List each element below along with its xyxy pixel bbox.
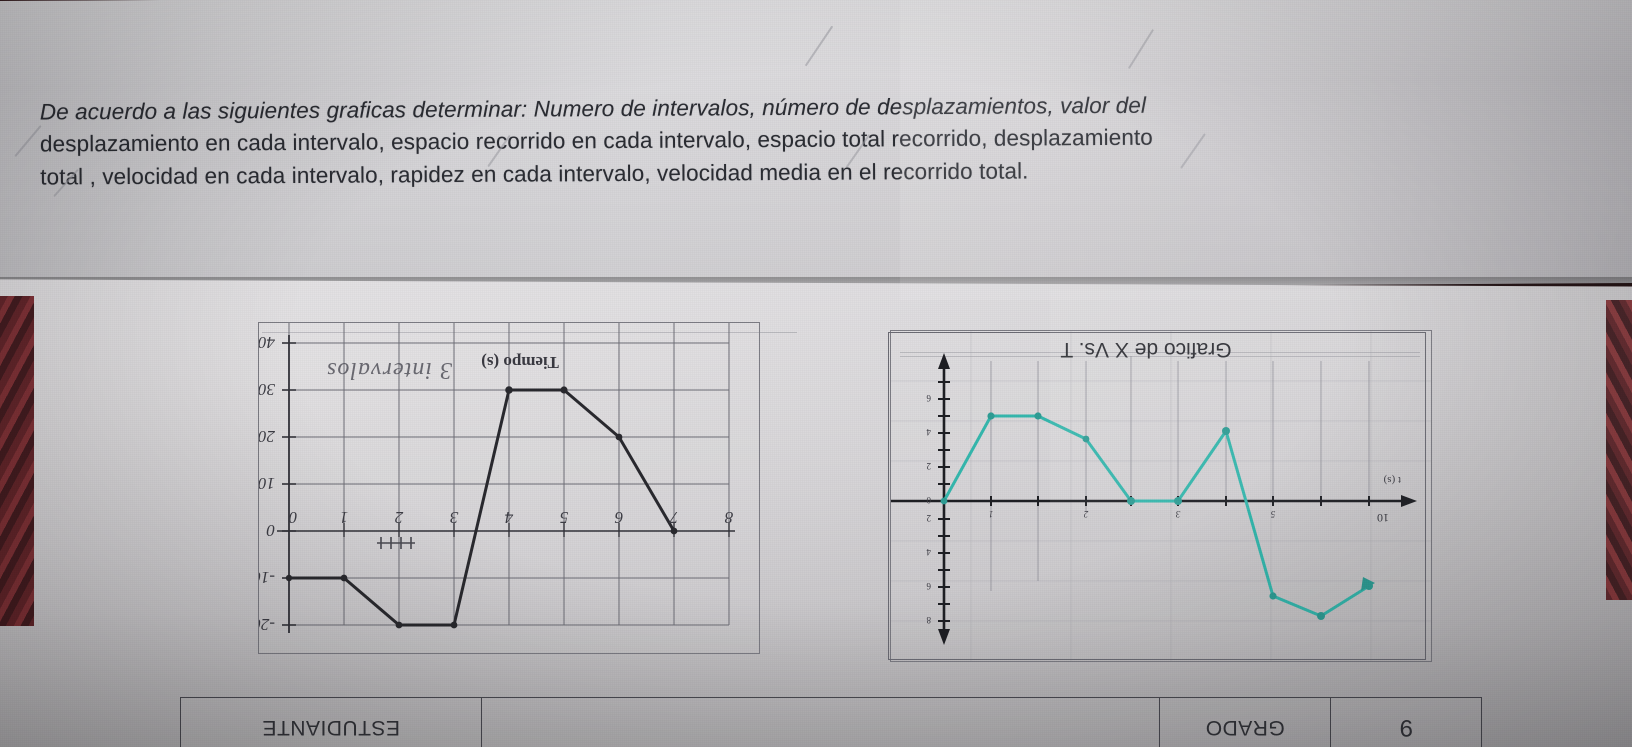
- svg-text:0: 0: [926, 495, 931, 505]
- ruled-line: [900, 356, 1420, 357]
- svg-text:5: 5: [1270, 509, 1275, 519]
- svg-text:-10: -10: [259, 568, 275, 587]
- background-fabric-left: [0, 296, 34, 626]
- svg-text:2: 2: [927, 461, 932, 471]
- svg-text:6: 6: [926, 393, 931, 403]
- svg-text:0: 0: [288, 508, 297, 527]
- svg-text:6: 6: [614, 508, 623, 527]
- svg-text:6: 6: [926, 581, 931, 591]
- x-vs-t-chart: 8 6 4 2 0 2 4 6 5 3 2 1: [890, 330, 1432, 662]
- svg-text:4: 4: [926, 547, 931, 557]
- x-vs-t-axis-arrow-down: [938, 353, 950, 369]
- velocity-x-ticks: [343, 523, 730, 537]
- x-vs-t-gridlines: [891, 331, 1431, 661]
- x-vs-t-chart-svg: 8 6 4 2 0 2 4 6 5 3 2 1: [891, 331, 1431, 661]
- x-vs-t-title-text: Grafico de X Vs. T: [1060, 338, 1231, 361]
- velocity-y-tick-labels: -20 -10 0 10 20 30 40: [259, 333, 276, 634]
- svg-text:-20: -20: [259, 615, 275, 634]
- x-vs-t-axis-unit-label: t (s): [1383, 474, 1401, 486]
- pencil-hash-marks: [377, 537, 415, 549]
- svg-text:10: 10: [259, 474, 275, 493]
- svg-text:40: 40: [259, 333, 275, 352]
- x-vs-t-time-unit-label: 10: [1377, 511, 1389, 525]
- x-vs-t-data-polyline: [942, 414, 1370, 618]
- x-vs-t-axis-arrow-left: [1401, 495, 1417, 507]
- ruled-line: [900, 352, 1420, 353]
- svg-text:0: 0: [266, 521, 275, 540]
- velocity-data-points: [285, 386, 678, 629]
- svg-text:4: 4: [926, 427, 931, 437]
- svg-text:8: 8: [926, 615, 931, 625]
- x-vs-t-axis-arrow-up: [938, 629, 950, 645]
- instructions-block: De acuerdo a las siguientes graficas det…: [40, 87, 1521, 193]
- ruled-line: [262, 332, 797, 333]
- grado-value-cell: 9: [1330, 698, 1481, 747]
- student-info-table: 9 GRADO ESTUDIANTE: [180, 697, 1482, 747]
- velocity-chart-svg: 8 7 6 5 4 3 2 1 0 -20 -10 0 10 20 30 40: [259, 323, 735, 634]
- grado-label-cell: GRADO: [1159, 698, 1330, 747]
- x-vs-t-y-ticks: [938, 381, 950, 622]
- svg-text:2: 2: [1083, 509, 1088, 519]
- svg-text:3: 3: [1175, 509, 1181, 519]
- x-vs-t-curve-end-arrow: [1361, 577, 1375, 591]
- svg-text:5: 5: [560, 508, 569, 527]
- x-vs-t-x-tick-labels: 5 3 2 1: [989, 509, 1276, 519]
- x-vs-t-data-points: [940, 412, 1373, 620]
- svg-text:7: 7: [668, 508, 678, 527]
- velocity-chart: 8 7 6 5 4 3 2 1 0 -20 -10 0 10 20 30 40: [258, 322, 760, 654]
- velocity-x-tick-labels: 8 7 6 5 4 3 2 1 0: [288, 508, 733, 527]
- velocity-data-polyline: [289, 388, 676, 627]
- svg-text:3: 3: [450, 508, 460, 527]
- velocity-chart-xlabel: Tiempo (s): [481, 353, 559, 372]
- svg-text:2: 2: [927, 513, 932, 523]
- svg-text:4: 4: [504, 508, 513, 527]
- svg-text:8: 8: [724, 508, 733, 527]
- estudiante-value-cell: [481, 698, 1159, 747]
- svg-text:20: 20: [259, 427, 275, 446]
- svg-text:1: 1: [989, 509, 994, 519]
- background-fabric-right: [1606, 300, 1632, 600]
- svg-text:2: 2: [394, 508, 403, 527]
- handwritten-annotation: 3 intervalos: [326, 357, 452, 383]
- svg-text:1: 1: [340, 508, 349, 527]
- svg-text:30: 30: [259, 380, 276, 399]
- estudiante-label-cell: ESTUDIANTE: [262, 716, 401, 739]
- x-vs-t-y-tick-labels: 8 6 4 2 0 2 4 6: [926, 393, 931, 625]
